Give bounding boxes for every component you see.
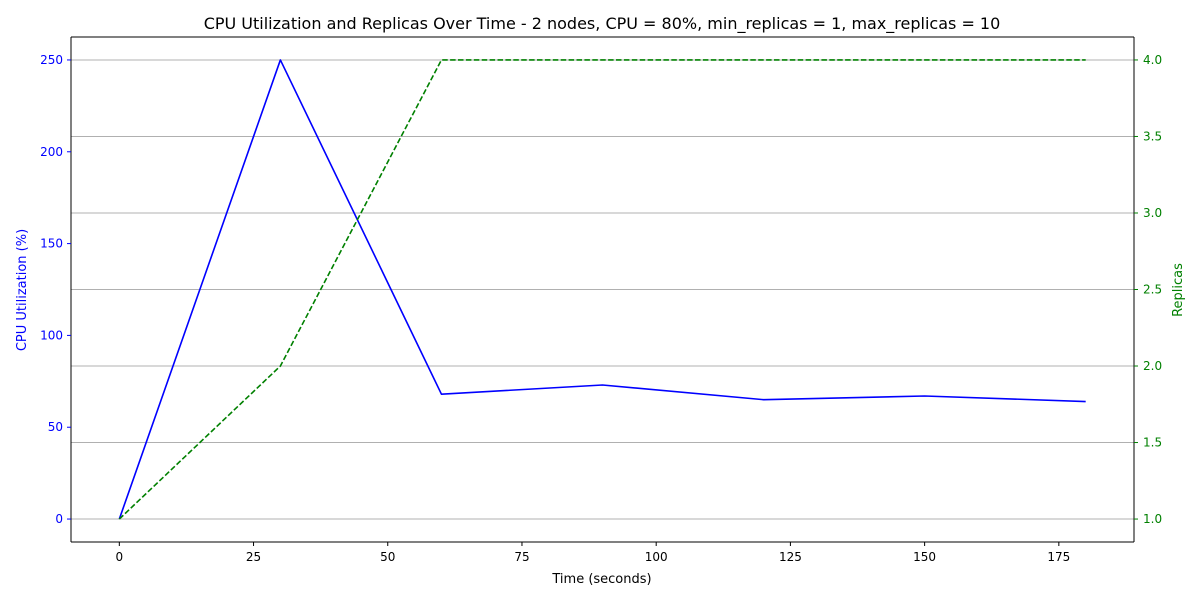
y-left-tick-label: 50 [48, 420, 63, 434]
y-right-tick-label: 3.5 [1143, 129, 1162, 143]
x-tick-label: 100 [645, 550, 668, 564]
cpu-utilization-line [118, 59, 1086, 520]
y-right-tick-label: 1.0 [1143, 512, 1162, 526]
y-right-tick-label: 2.0 [1143, 359, 1162, 373]
x-tick-label: 25 [246, 550, 261, 564]
y-right-tick-label: 2.5 [1143, 283, 1162, 297]
grid-layer [71, 59, 1134, 520]
y-right-tick-label: 4.0 [1143, 53, 1162, 67]
y-right-tick-label: 3.0 [1143, 206, 1162, 220]
x-tick-label: 0 [115, 550, 123, 564]
chart-title: CPU Utilization and Replicas Over Time -… [204, 14, 1001, 34]
y-left-tick-label: 100 [40, 328, 63, 342]
axes-layer: 0 25 50 75 100 125 150 175 0 50 100 150 200 250 1.0 1.5… [40, 36, 1162, 564]
x-tick-label: 75 [514, 550, 529, 564]
y-left-tick-label: 150 [40, 237, 63, 251]
x-tick-label: 175 [1047, 550, 1070, 564]
x-tick-label: 125 [779, 550, 802, 564]
series-layer [118, 59, 1086, 520]
y-left-tick-label: 200 [40, 145, 63, 159]
y-axis-right-label: Replicas [1171, 263, 1186, 317]
y-left-tick-label: 0 [55, 512, 63, 526]
x-tick-label: 50 [380, 550, 395, 564]
x-tick-label: 150 [913, 550, 936, 564]
replicas-line [118, 59, 1086, 520]
y-right-tick-label: 1.5 [1143, 436, 1162, 450]
y-left-tick-label: 250 [40, 53, 63, 67]
x-axis-label: Time (seconds) [551, 572, 651, 587]
y-axis-left-label: CPU Utilization (%) [15, 229, 30, 351]
